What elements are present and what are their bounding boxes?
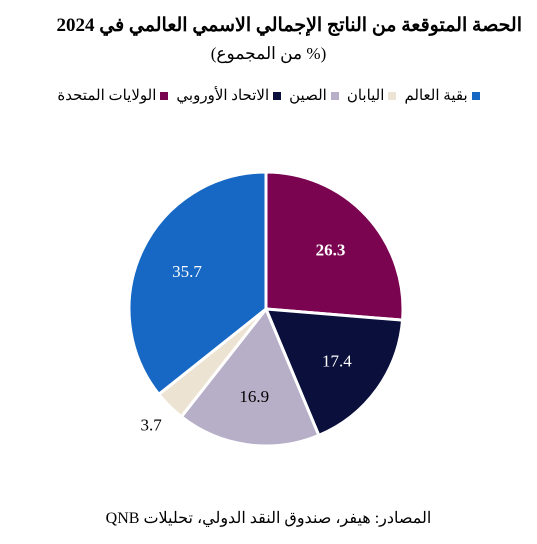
pie-slice <box>179 306 321 448</box>
source-note: المصادر: هيفر، صندوق النقد الدولي، تحليل… <box>105 510 432 527</box>
legend-label: اليابان <box>346 88 385 104</box>
pie-slice <box>263 307 405 438</box>
legend-swatch <box>330 91 339 100</box>
data-label: 26.3 <box>316 241 346 260</box>
pie-slice <box>127 170 268 397</box>
pie-labels: 26.3 17.4 16.9 3.7 35.7 <box>140 241 352 435</box>
legend-label: الولايات المتحدة <box>57 88 157 104</box>
legend-item: بقية العالم <box>404 86 480 105</box>
chart-title: الحصة المتوقعة من الناتج الإجمالي الاسمي… <box>56 15 522 36</box>
legend-label: الاتحاد الأوروبي <box>176 88 270 104</box>
legend-label: بقية العالم <box>404 88 468 104</box>
legend-swatch <box>160 91 169 100</box>
legend-label: الصين <box>289 88 327 104</box>
legend-item: الولايات المتحدة <box>57 86 169 105</box>
data-label: 17.4 <box>322 352 352 371</box>
legend-item: الصين <box>289 86 339 105</box>
legend: الولايات المتحدة الاتحاد الأوروبي الصين الي… <box>0 86 537 105</box>
legend-item: اليابان <box>347 86 397 105</box>
legend-swatch <box>471 91 480 100</box>
data-label: 3.7 <box>140 416 162 435</box>
data-label: 35.7 <box>172 262 202 281</box>
pie-slice <box>264 170 405 322</box>
chart-subtitle: (% من المجموع) <box>210 44 327 63</box>
legend-swatch <box>273 91 282 100</box>
legend-swatch <box>388 91 397 100</box>
pie-slices <box>127 170 405 448</box>
data-label: 16.9 <box>239 387 269 406</box>
legend-item: الاتحاد الأوروبي <box>176 86 282 105</box>
